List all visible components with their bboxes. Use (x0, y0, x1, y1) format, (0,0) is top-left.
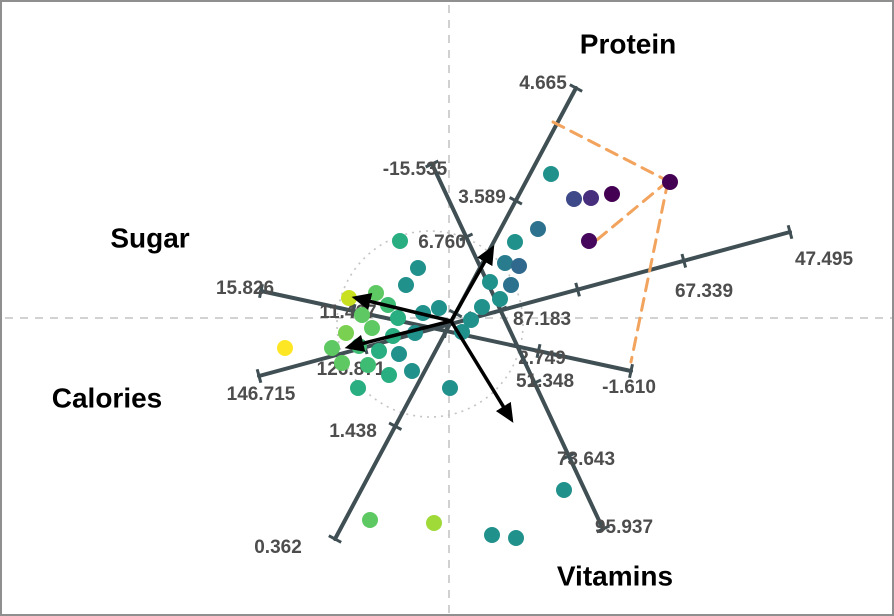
tick-label-protein: 4.665 (519, 73, 567, 94)
selection-dashed-line (551, 120, 670, 183)
axis-tick-calories (786, 224, 794, 240)
axis-tick-sugar (258, 283, 264, 299)
tick-label-vitamins: 51.348 (516, 371, 574, 392)
scatter-point (566, 191, 582, 207)
scatter-point (497, 255, 513, 271)
axis-tick-vitamins (493, 305, 508, 315)
axis-tick-vitamins (561, 451, 576, 461)
scatter-point (364, 320, 380, 336)
selection-dashed-line (590, 179, 670, 246)
scatter-point (543, 166, 559, 182)
tick-label-protein: 0.362 (254, 537, 302, 558)
tick-label-protein: 1.438 (329, 421, 377, 442)
scatter-point (390, 310, 406, 326)
scatter-point (398, 277, 414, 293)
axis-tick-protein (328, 534, 342, 544)
tick-label-calories: 87.183 (513, 309, 571, 330)
scatter-point (277, 340, 293, 356)
feature-arrow-sugar (351, 292, 452, 323)
scatter-point (371, 343, 387, 359)
tick-label-vitamins: 6.760 (418, 232, 466, 253)
scatter-point (431, 300, 447, 316)
scatter-point (484, 527, 500, 543)
feature-arrow-vitamins (449, 320, 514, 423)
scatter-point (463, 312, 479, 328)
scatter-point (508, 530, 524, 546)
scatter-point (503, 277, 519, 293)
scatter-point (581, 233, 597, 249)
scatter-point (482, 274, 498, 290)
feature-arrow-protein (449, 245, 495, 322)
scatter-point (556, 482, 572, 498)
axis-tick-calories (255, 368, 263, 384)
axis-tick-calories (680, 253, 688, 268)
axis-line-calories (257, 230, 792, 378)
tick-label-calories: 47.495 (795, 249, 854, 270)
scatter-point (474, 299, 490, 315)
tick-label-vitamins: 73.643 (557, 449, 615, 470)
scatter-point (392, 233, 408, 249)
scatter-point (354, 307, 370, 323)
feature-arrow-calories (344, 319, 452, 352)
tick-label-vitamins: 95.937 (595, 517, 653, 538)
scatter-point (368, 285, 384, 301)
axis-label-sugar: Sugar (110, 222, 189, 253)
axis-tick-sugar (535, 343, 542, 359)
scatter-point (324, 340, 340, 356)
scatter-point (341, 290, 357, 306)
axis-tick-vitamins (527, 378, 542, 388)
scatter-point (334, 355, 350, 371)
scatter-point (360, 357, 376, 373)
selection-dashed-line (629, 179, 670, 364)
scatter-point (410, 260, 426, 276)
scatter-point (426, 515, 442, 531)
scatter-point (338, 325, 354, 341)
scatter-point (442, 380, 458, 396)
scatter-point (381, 367, 397, 383)
scatter-point (350, 380, 366, 396)
scatter-point (511, 258, 527, 274)
axis-tick-protein (569, 83, 583, 93)
scatter-point (362, 512, 378, 528)
axis-label-protein: Protein (580, 28, 676, 59)
scatter-point (530, 221, 546, 237)
axis-tick-calories (574, 282, 581, 297)
unit-circle (336, 230, 524, 418)
axis-label-vitamins: Vitamins (557, 560, 673, 591)
axis-tick-protein (508, 196, 523, 206)
axis-tick-vitamins (425, 159, 439, 169)
scatter-point (454, 324, 470, 340)
tick-label-protein: 3.589 (458, 187, 506, 208)
tick-label-calories: 67.339 (675, 281, 733, 302)
tick-label-sugar: -1.610 (602, 377, 656, 398)
scatter-point (492, 291, 508, 307)
axis-tick-vitamins (596, 524, 610, 534)
axis-line-vitamins (430, 162, 605, 531)
scatter-point (662, 174, 678, 190)
axis-tick-vitamins (459, 232, 474, 242)
scatter-point (391, 346, 407, 362)
scatter-point (507, 234, 523, 250)
scatter-point (583, 190, 599, 206)
tick-label-sugar: 15.826 (216, 278, 274, 299)
tick-label-vitamins: -15.535 (383, 159, 448, 180)
axis-label-calories: Calories (52, 382, 163, 413)
scatter-point (404, 363, 420, 379)
tick-label-sugar: 2.749 (518, 348, 566, 369)
axis-tick-protein (388, 421, 403, 431)
axis-tick-sugar (628, 363, 634, 379)
tick-label-calories: 146.715 (227, 384, 296, 405)
scatter-point (604, 186, 620, 202)
